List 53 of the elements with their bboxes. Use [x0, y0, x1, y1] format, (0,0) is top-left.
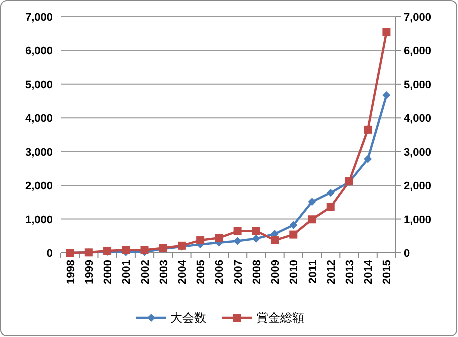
y-tick-label: 7,000	[25, 12, 53, 24]
y-tick-label: 3,000	[25, 146, 53, 159]
x-tick-label: 1999	[84, 260, 96, 284]
point	[382, 92, 391, 100]
x-tick-label: 2001	[121, 260, 134, 284]
x-tick-label: 2011	[307, 260, 320, 284]
x-tick-label: 2015	[382, 260, 394, 284]
y-tick-label: 1,000	[25, 214, 53, 226]
y2-tick-label: 2,000	[404, 180, 432, 193]
y-tick-label: 2,000	[25, 180, 53, 193]
point	[326, 188, 335, 197]
y-tick-label: 6,000	[25, 46, 53, 58]
point	[308, 216, 316, 224]
x-tick-label: 2006	[214, 260, 226, 284]
legend-label: 大会数	[170, 311, 206, 325]
y-tick-label: 4,000	[25, 113, 53, 126]
x-tick-label: 2013	[344, 260, 356, 284]
y2-tick-label: 6,000	[404, 46, 432, 58]
point	[196, 236, 205, 245]
point	[290, 230, 298, 239]
point	[382, 28, 391, 37]
point	[252, 234, 260, 243]
point	[271, 236, 280, 245]
point	[364, 126, 372, 134]
x-tick-label: 2004	[176, 259, 189, 284]
y2-tick-label: 0	[404, 248, 410, 260]
point	[234, 237, 242, 246]
x-tick-label: 2008	[251, 260, 264, 284]
y2-tick-label: 4,000	[404, 113, 432, 126]
y2-tick-label: 1,000	[404, 214, 432, 226]
x-tick-label: 2009	[270, 260, 282, 284]
point	[364, 155, 372, 164]
y2-tick-label: 5,000	[404, 79, 432, 92]
x-tick-label: 2014	[363, 259, 376, 284]
point	[308, 198, 316, 206]
x-tick-label: 2000	[102, 260, 115, 284]
x-tick-label: 2002	[140, 260, 152, 284]
x-tick-label: 2007	[232, 260, 245, 284]
x-tick-label: 2010	[288, 260, 301, 284]
x-tick-label: 2012	[326, 260, 338, 284]
point	[326, 203, 335, 212]
y2-tick-label: 3,000	[404, 146, 432, 159]
point	[290, 221, 298, 230]
x-tick-label: 2003	[158, 260, 170, 284]
x-tick-label: 2005	[196, 260, 208, 284]
y-tick-label: 5,000	[25, 79, 53, 92]
point	[215, 234, 224, 242]
legend-label: 賞金総額	[256, 311, 304, 325]
y2-tick-label: 7,000	[404, 12, 432, 24]
point	[234, 227, 242, 236]
y-tick-label: 0	[46, 248, 53, 260]
x-tick-label: 1998	[65, 260, 78, 284]
point	[252, 227, 260, 236]
